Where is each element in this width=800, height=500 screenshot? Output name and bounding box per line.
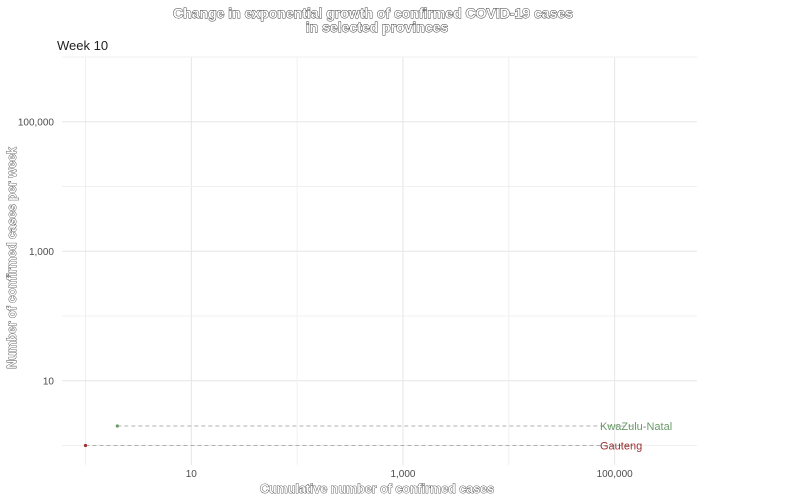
series-label: KwaZulu-Natal	[600, 421, 672, 433]
chart-subtitle: Week 10	[57, 38, 108, 53]
x-axis-ticks: 10 1,000 100,000	[186, 469, 633, 480]
chart-title-line-1: Change in exponential growth of confirme…	[173, 5, 573, 21]
series-point	[83, 443, 88, 448]
y-tick-label: 1,000	[29, 247, 54, 258]
x-tick-label: 10	[186, 469, 198, 480]
chart-title-line-2: in selected provinces	[306, 19, 449, 35]
series-layer: KwaZulu-Natal Gauteng	[83, 421, 672, 453]
y-axis-title: Number of confirmed cases per week	[5, 147, 19, 369]
y-axis-ticks: 10 1,000 100,000	[18, 117, 55, 387]
x-axis-title: Cumulative number of confirmed cases	[260, 482, 494, 496]
grid	[62, 56, 697, 465]
x-tick-label: 100,000	[597, 469, 634, 480]
series-label: Gauteng	[600, 441, 642, 453]
series-point	[115, 424, 119, 428]
x-tick-label: 1,000	[390, 469, 415, 480]
y-tick-label: 100,000	[18, 117, 55, 128]
y-tick-label: 10	[43, 376, 55, 387]
